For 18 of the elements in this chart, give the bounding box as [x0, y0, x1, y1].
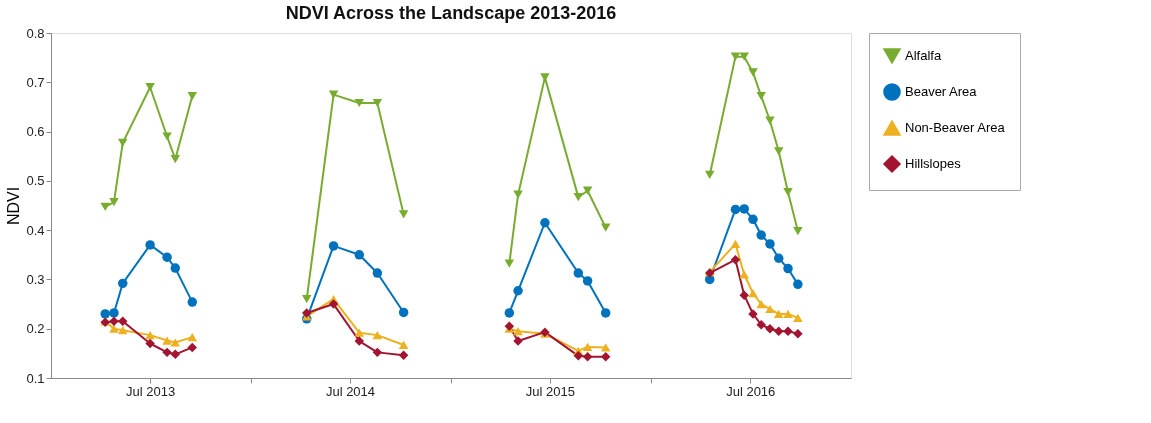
x-tick-label: Jul 2015	[525, 383, 575, 399]
x-tick-label: Jul 2014	[325, 383, 376, 399]
legend-label: Beaver Area	[905, 84, 978, 99]
y-tick-label: 0.2	[26, 321, 45, 337]
y-tick-label: 0.8	[26, 25, 45, 41]
y-tick-label: 0.5	[26, 173, 45, 189]
y-tick-label: 0.1	[26, 370, 45, 386]
chart-title: NDVI Across the Landscape 2013-2016	[285, 3, 617, 23]
y-axis-title: NDVI	[5, 186, 23, 226]
x-tick-label: Jul 2016	[726, 383, 776, 399]
legend-label: Hillslopes	[905, 156, 962, 171]
y-tick-label: 0.3	[26, 271, 45, 287]
x-tick-label: Jul 2013	[126, 383, 176, 399]
legend-label: Non-Beaver Area	[905, 120, 1006, 135]
y-tick-label: 0.6	[26, 124, 45, 140]
y-tick-label: 0.7	[26, 74, 45, 90]
legend-label: Alfalfa	[905, 48, 942, 63]
y-tick-label: 0.4	[26, 222, 45, 238]
